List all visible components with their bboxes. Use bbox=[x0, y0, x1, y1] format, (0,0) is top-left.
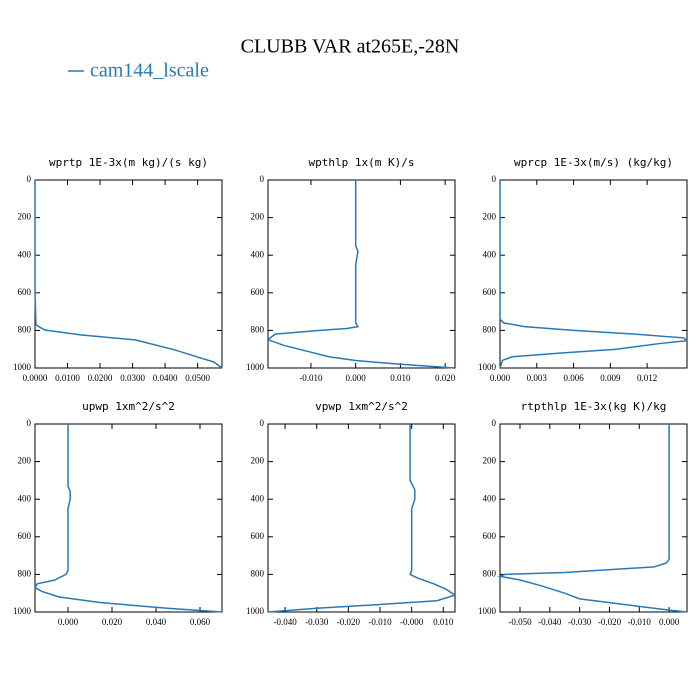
x-tick-label: 0.040 bbox=[146, 617, 167, 627]
y-tick-label: 600 bbox=[483, 287, 497, 297]
y-tick-label: 0 bbox=[27, 174, 32, 184]
x-tick-label: 0.0400 bbox=[153, 373, 178, 383]
y-tick-label: 200 bbox=[483, 456, 497, 466]
y-tick-label: 200 bbox=[251, 456, 265, 466]
x-tick-label: -0.000 bbox=[400, 617, 424, 627]
x-tick-label: 0.000 bbox=[346, 373, 367, 383]
x-tick-label: -0.030 bbox=[568, 617, 592, 627]
profile-line bbox=[499, 180, 688, 369]
y-tick-label: 600 bbox=[18, 287, 32, 297]
x-tick-label: 0.000 bbox=[490, 373, 511, 383]
x-tick-label: -0.040 bbox=[273, 617, 297, 627]
y-tick-label: 600 bbox=[251, 287, 265, 297]
y-tick-label: 1000 bbox=[478, 362, 497, 372]
y-tick-label: 600 bbox=[251, 531, 265, 541]
y-tick-label: 1000 bbox=[246, 362, 265, 372]
x-tick-label: 0.006 bbox=[563, 373, 584, 383]
y-tick-label: 400 bbox=[18, 249, 32, 259]
y-tick-label: 1000 bbox=[478, 606, 497, 616]
x-tick-label: 0.020 bbox=[435, 373, 456, 383]
plot-frame bbox=[499, 423, 688, 613]
plot-frame bbox=[267, 179, 456, 369]
y-tick-label: 200 bbox=[18, 456, 32, 466]
y-tick-label: 200 bbox=[251, 212, 265, 222]
y-tick-label: 400 bbox=[251, 249, 265, 259]
y-tick-label: 800 bbox=[18, 324, 32, 334]
y-tick-label: 400 bbox=[251, 493, 265, 503]
x-tick-label: 0.0500 bbox=[185, 373, 210, 383]
profile-line bbox=[34, 180, 223, 369]
panel-title: wprtp 1E-3x(m kg)/(s kg) bbox=[49, 156, 208, 169]
y-tick-label: 0 bbox=[27, 418, 32, 428]
y-tick-label: 0 bbox=[492, 418, 497, 428]
x-tick-label: 0.003 bbox=[527, 373, 548, 383]
x-tick-label: 0.010 bbox=[433, 617, 454, 627]
y-tick-label: 400 bbox=[18, 493, 32, 503]
y-tick-label: 600 bbox=[18, 531, 32, 541]
y-tick-label: 200 bbox=[18, 212, 32, 222]
x-tick-label: -0.040 bbox=[538, 617, 562, 627]
x-tick-label: 0.010 bbox=[390, 373, 411, 383]
x-tick-label: 0.009 bbox=[600, 373, 621, 383]
x-tick-label: 0.0300 bbox=[120, 373, 145, 383]
profile-line bbox=[266, 180, 455, 369]
panel-title: rtpthlp 1E-3x(kg K)/kg bbox=[521, 400, 667, 413]
profile-line bbox=[497, 424, 688, 613]
panel-title: wpthlp 1x(m K)/s bbox=[309, 156, 415, 169]
panel-title: vpwp 1xm^2/s^2 bbox=[315, 400, 408, 413]
panel-title: upwp 1xm^2/s^2 bbox=[82, 400, 175, 413]
y-tick-label: 1000 bbox=[13, 606, 32, 616]
x-tick-label: -0.030 bbox=[305, 617, 329, 627]
y-tick-label: 400 bbox=[483, 493, 497, 503]
y-tick-label: 1000 bbox=[13, 362, 32, 372]
y-tick-label: 800 bbox=[483, 324, 497, 334]
figure-title: CLUBB VAR at265E,-28N bbox=[241, 36, 460, 58]
plot-frame bbox=[34, 423, 223, 613]
y-tick-label: 800 bbox=[251, 568, 265, 578]
y-tick-label: 1000 bbox=[246, 606, 265, 616]
x-tick-label: 0.000 bbox=[659, 617, 680, 627]
y-tick-label: 800 bbox=[18, 568, 32, 578]
x-tick-label: 0.0200 bbox=[88, 373, 113, 383]
x-tick-label: 0.000 bbox=[58, 617, 79, 627]
x-tick-label: -0.010 bbox=[299, 373, 323, 383]
x-tick-label: -0.020 bbox=[598, 617, 622, 627]
profile-line bbox=[33, 424, 223, 613]
x-tick-label: -0.020 bbox=[337, 617, 361, 627]
x-tick-label: -0.010 bbox=[368, 617, 392, 627]
plot-frame bbox=[267, 423, 456, 613]
x-tick-label: 0.0000 bbox=[23, 373, 48, 383]
y-tick-label: 400 bbox=[483, 249, 497, 259]
y-tick-label: 0 bbox=[260, 174, 265, 184]
y-tick-label: 800 bbox=[251, 324, 265, 334]
x-tick-label: 0.0100 bbox=[55, 373, 80, 383]
x-tick-label: -0.050 bbox=[508, 617, 532, 627]
y-tick-label: 800 bbox=[483, 568, 497, 578]
x-tick-label: 0.060 bbox=[190, 617, 211, 627]
x-tick-label: 0.020 bbox=[102, 617, 123, 627]
y-tick-label: 600 bbox=[483, 531, 497, 541]
x-tick-label: 0.012 bbox=[637, 373, 657, 383]
legend-label: cam144_lscale bbox=[90, 60, 209, 82]
y-tick-label: 0 bbox=[492, 174, 497, 184]
profile-line bbox=[267, 424, 457, 613]
y-tick-label: 0 bbox=[260, 418, 265, 428]
panel-title: wprcp 1E-3x(m/s) (kg/kg) bbox=[514, 156, 673, 169]
x-tick-label: -0.010 bbox=[628, 617, 652, 627]
y-tick-label: 200 bbox=[483, 212, 497, 222]
plot-frame bbox=[499, 179, 688, 369]
